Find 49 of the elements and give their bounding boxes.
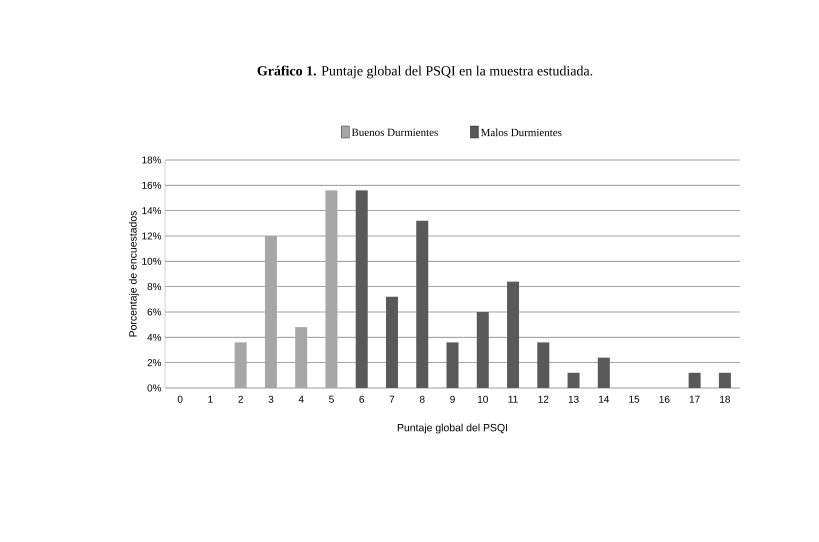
x-tick-label: 7 [390,396,394,403]
x-tick-label: 2 [238,396,243,403]
x-tick-label: 18 [720,396,730,403]
y-axis-title: Porcentaje de encuestados [128,211,139,337]
y-tick-label: 14% [142,207,162,214]
bar [416,220,428,388]
x-tick-label: 3 [268,396,274,403]
x-tick-label: 13 [568,396,579,403]
x-tick-label: 12 [538,396,548,403]
bar [356,190,368,388]
x-tick-label: 1 [208,396,213,403]
y-tick-label: 12% [142,232,162,240]
bar [325,190,338,388]
x-tick-label: 8 [420,396,425,403]
bar [446,342,459,388]
legend-label: Malos Durmientes [480,128,562,136]
bar [476,312,489,388]
x-tick-label: 16 [660,396,670,403]
y-tick-label: 4% [147,334,162,341]
x-tick-label: 0 [178,396,183,403]
x-tick-label: 4 [298,396,304,403]
bar [688,372,701,388]
legend-label: Buenos Durmientes [352,128,438,136]
bar [264,236,277,388]
x-tick-label: 14 [599,396,610,403]
bar [386,296,398,388]
y-tick-label: 16% [142,182,162,189]
x-tick-label: 11 [508,396,518,403]
x-axis-title: Puntaje global del PSQI [398,424,508,434]
chart-title: Gráfico 1. Puntaje global del PSQI en la muestra estudiada. [258,66,592,78]
x-tick-label: 15 [629,396,640,403]
x-tick-label: 9 [450,396,455,403]
y-tick-label: 18% [142,156,162,164]
bar [234,342,247,388]
y-tick-label: 10% [142,258,162,265]
x-tick-label: 10 [478,396,488,403]
x-tick-label: 17 [690,396,700,403]
bar [568,372,580,388]
x-tick-label: 5 [329,396,334,403]
bar [507,282,520,388]
y-tick-label: 6% [148,308,162,316]
bar [537,342,550,388]
y-tick-label: 2% [148,359,162,366]
bar [598,358,610,388]
bar [718,372,731,388]
y-tick-label: 0% [147,384,162,392]
y-tick-label: 8% [148,283,162,290]
bar [295,327,308,388]
x-tick-label: 6 [359,396,364,403]
